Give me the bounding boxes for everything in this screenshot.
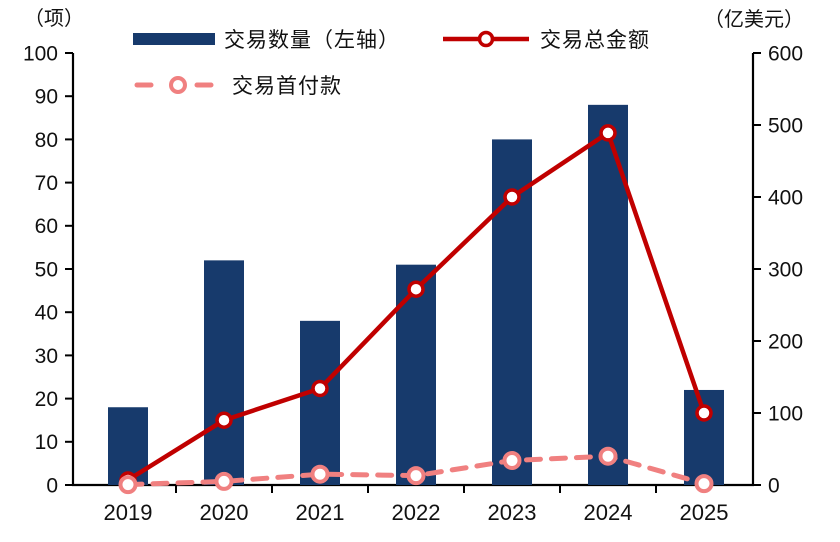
left-axis-tick-label: 100 [23,42,58,65]
solid-line-swatch [443,30,529,48]
left-axis-tick-label: 20 [35,388,58,411]
total-amount-marker-2020 [215,411,233,429]
left-axis-tick-label: 60 [35,215,58,238]
legend-item-bars: 交易数量（左轴） [133,24,400,54]
left-axis-tick-label: 70 [35,172,58,195]
total-amount-marker-2024 [599,124,617,142]
downpayment-marker-2025 [694,474,714,494]
legend-label-bars: 交易数量（左轴） [224,28,400,52]
left-axis-tick-label: 10 [35,431,58,454]
bar-2024 [588,104,628,485]
x-axis-category-label: 2022 [392,500,441,525]
right-axis-tick-label: 600 [768,42,803,65]
downpayment-marker-2024 [598,446,618,466]
right-axis-tick-label: 0 [768,474,780,497]
x-axis-category-label: 2019 [104,500,153,525]
total-amount-marker-2025 [695,404,713,422]
right-axis-tick-label: 300 [768,258,803,281]
left-axis-tick-label: 50 [35,258,58,281]
left-axis-tick-label: 80 [35,129,58,152]
x-axis-category-label: 2021 [296,500,345,525]
legend-label-dashed-line: 交易首付款 [232,74,342,98]
downpayment-marker-2020 [214,471,234,491]
downpayment-marker-2023 [502,451,522,470]
downpayment-marker-2022 [406,466,426,486]
left-axis-tick-label: 30 [35,345,58,368]
left-axis-tick-label: 0 [46,474,58,497]
legend-item-dashed-line: 交易首付款 [133,70,342,100]
right-axis-tick-label: 500 [768,114,803,137]
x-axis-category-label: 2024 [584,500,633,525]
x-axis-category-label: 2023 [488,500,537,525]
legend-item-solid-line: 交易总金额 [441,24,650,54]
left-axis-unit-label: （项） [24,8,84,30]
x-axis-category-label: 2020 [200,500,249,525]
legend-label-solid-line: 交易总金额 [540,28,650,52]
bar-2021 [300,320,340,485]
total-amount-marker-2021 [311,379,329,398]
x-axis-category-label: 2025 [680,500,729,525]
downpayment-marker-2021 [310,464,330,484]
bar-2025 [684,389,724,485]
right-axis-tick-label: 100 [768,402,803,425]
dashed-line-swatch [134,76,222,94]
downpayment-marker-2019 [118,475,138,495]
total-amount-marker-2023 [503,188,521,206]
right-axis-tick-label: 200 [768,330,803,353]
bar-2020 [204,260,244,485]
right-axis-unit-label: （亿美元） [704,9,804,31]
left-axis-tick-label: 90 [35,86,58,109]
bar-swatch [133,33,215,45]
left-axis-tick-label: 40 [35,302,58,325]
right-axis-tick-label: 400 [768,186,803,209]
total-amount-marker-2022 [407,280,425,298]
